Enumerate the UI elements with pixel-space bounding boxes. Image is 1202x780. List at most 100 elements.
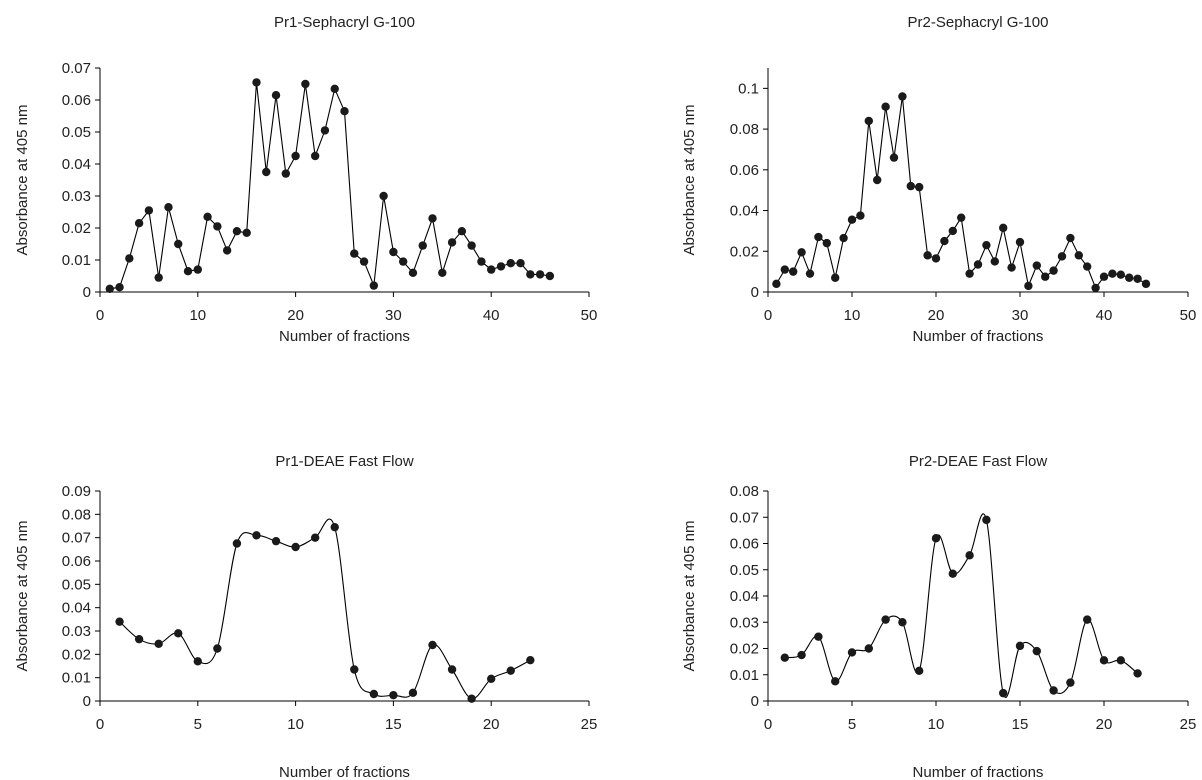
chart-pr2-deae: Pr2-DEAE Fast Flow 0 0.01 0.02 0.03 0.04 0.05 0… <box>681 453 1196 780</box>
data-point <box>847 648 857 657</box>
data-point <box>262 167 271 177</box>
data-point <box>193 265 202 274</box>
data-point <box>447 238 457 247</box>
x-axis-label: Number of fractions <box>913 764 1044 780</box>
y-tick-label: 0.08 <box>730 483 759 500</box>
x-tick-label: 15 <box>1012 716 1029 733</box>
data-point <box>271 536 281 546</box>
data-point <box>1116 270 1126 279</box>
series-line <box>775 96 1147 290</box>
data-point <box>1133 669 1142 678</box>
x-axis-label: Number of fractions <box>279 764 410 780</box>
data-point <box>864 116 873 126</box>
y-tick-label: 0.04 <box>62 600 91 617</box>
data-point <box>291 542 300 552</box>
data-point <box>780 653 789 662</box>
data-point <box>516 259 525 268</box>
data-point <box>310 533 320 542</box>
data-point <box>831 677 840 686</box>
y-tick-label: 0.06 <box>62 553 91 570</box>
chart-title: Pr2-DEAE Fast Flow <box>909 453 1048 470</box>
x-tick-label: 25 <box>581 716 598 733</box>
data-point <box>144 206 154 215</box>
chart-title: Pr1-Sephacryl G-100 <box>274 14 415 31</box>
y-tick-label: 0 <box>83 284 91 301</box>
data-point <box>115 283 124 292</box>
data-point <box>940 236 949 246</box>
y-axis-label: Absorbance at 405 nm <box>14 105 31 256</box>
data-point <box>418 241 427 250</box>
data-point <box>999 688 1008 698</box>
x-tick-label: 50 <box>1180 307 1197 324</box>
data-point <box>213 222 222 231</box>
data-point <box>467 241 476 250</box>
data-point <box>526 655 535 665</box>
data-point <box>898 618 907 627</box>
data-point <box>447 665 457 674</box>
x-tick-label: 20 <box>483 716 500 733</box>
data-point <box>369 689 379 699</box>
data-point <box>797 248 806 257</box>
x-tick-label: 10 <box>844 307 861 324</box>
data-point <box>428 640 437 650</box>
y-axis-label: Absorbance at 405 nm <box>14 521 31 672</box>
data-point <box>1032 261 1042 270</box>
data-point <box>330 522 339 532</box>
data-point <box>1125 273 1134 282</box>
y-tick-label: 0.1 <box>738 80 759 97</box>
data-point <box>496 262 506 271</box>
data-point <box>398 257 408 266</box>
data-point <box>1099 272 1109 281</box>
y-tick-label: 0.06 <box>62 92 91 109</box>
data-point <box>957 213 966 222</box>
data-point <box>526 270 535 279</box>
data-point <box>847 215 857 224</box>
y-tick-label: 0.05 <box>730 562 759 579</box>
y-tick-label: 0 <box>751 284 759 301</box>
chart-pr1-deae: Pr1-DEAE Fast Flow 0 0.01 0.02 0.03 0.04 0.05 0… <box>14 453 597 780</box>
data-point <box>822 238 831 248</box>
data-point <box>965 269 974 278</box>
data-point <box>105 284 114 293</box>
y-tick-label: 0.07 <box>730 509 759 526</box>
data-point <box>134 634 144 644</box>
y-tick-label: 0.07 <box>62 60 91 77</box>
series-line <box>119 518 531 700</box>
x-tick-label: 30 <box>385 307 402 324</box>
y-tick-label: 0.05 <box>62 576 91 593</box>
x-tick-label: 40 <box>483 307 500 324</box>
y-tick-label: 0 <box>751 693 759 710</box>
data-point <box>898 92 907 101</box>
y-tick-label: 0.01 <box>62 252 91 269</box>
data-point <box>428 214 437 223</box>
data-point <box>864 644 873 653</box>
data-point <box>1066 678 1075 687</box>
y-tick-label: 0.01 <box>62 670 91 687</box>
data-point <box>438 268 447 277</box>
data-point <box>535 270 545 279</box>
y-tick-label: 0.09 <box>62 483 91 500</box>
data-point <box>990 257 999 266</box>
x-tick-label: 30 <box>1012 307 1029 324</box>
data-point <box>789 267 798 276</box>
chart-title: Pr2-Sephacryl G-100 <box>908 14 1049 31</box>
x-tick-label: 10 <box>189 307 206 324</box>
data-point <box>1116 656 1126 665</box>
data-point <box>1015 641 1025 651</box>
data-point <box>154 639 163 649</box>
x-tick-label: 20 <box>287 307 304 324</box>
data-point <box>213 644 222 653</box>
data-point <box>948 226 957 236</box>
data-point <box>931 254 941 263</box>
x-tick-label: 0 <box>764 716 772 733</box>
x-tick-label: 0 <box>96 716 104 733</box>
chart-pr2-sephacryl: Pr2-Sephacryl G-100 0 0.02 0.04 0.06 0.08 0.1 0… <box>681 14 1196 345</box>
data-point <box>271 91 281 100</box>
data-point <box>545 271 555 281</box>
y-axis-label: Absorbance at 405 nm <box>681 521 698 672</box>
data-point <box>232 227 242 236</box>
y-tick-label: 0.07 <box>62 530 91 547</box>
data-point <box>125 254 134 263</box>
data-point <box>1091 283 1100 293</box>
